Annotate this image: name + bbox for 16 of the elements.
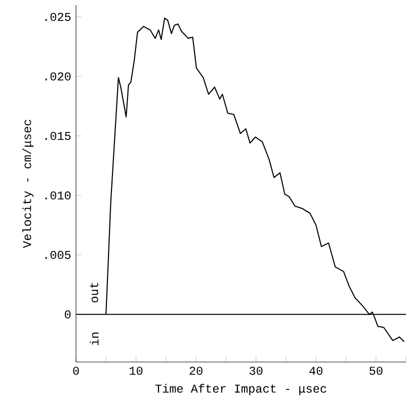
y-tick-label: .025 [46,12,71,21]
annotation: in [90,332,98,346]
y-tick-label: .015 [46,132,71,140]
y-tick-label: .020 [46,72,71,80]
x-tick-label: 10 [130,366,142,375]
x-tick-label: 0 [73,366,79,375]
y-axis-title: Velocity - cm/μsec [22,120,34,248]
x-tick-label: 20 [190,366,202,375]
x-tick-label: 30 [250,366,262,375]
y-tick-label: .005 [46,250,71,259]
x-axis-title: Time After Impact - μsec [155,384,326,396]
annotation: out [90,282,98,302]
x-tick-label: 50 [370,366,382,375]
y-tick-label: 0 [64,310,71,318]
x-tick-label: 40 [309,366,322,375]
y-tick-label: .010 [46,191,71,200]
